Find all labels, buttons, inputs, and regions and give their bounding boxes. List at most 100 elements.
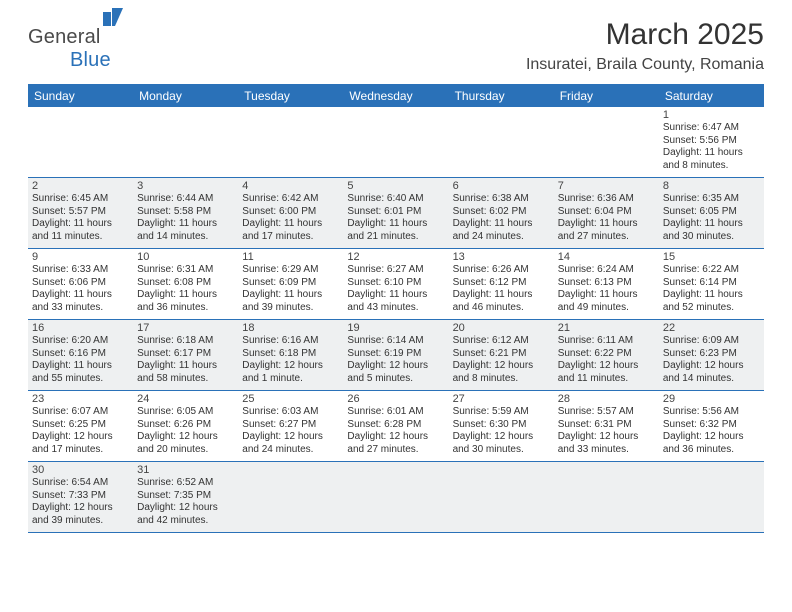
daylight-line: Daylight: 11 hours and 55 minutes. (32, 360, 129, 385)
day-cell: 30Sunrise: 6:54 AMSunset: 7:33 PMDayligh… (28, 462, 133, 532)
sunset-line: Sunset: 6:19 PM (347, 348, 444, 361)
day-cell (343, 107, 448, 177)
sunset-line: Sunset: 6:21 PM (453, 348, 550, 361)
day-number: 18 (242, 322, 339, 334)
week-row: 16Sunrise: 6:20 AMSunset: 6:16 PMDayligh… (28, 320, 764, 391)
sunrise-line: Sunrise: 6:38 AM (453, 193, 550, 206)
day-cell: 21Sunrise: 6:11 AMSunset: 6:22 PMDayligh… (554, 320, 659, 390)
day-cell (554, 462, 659, 532)
sunrise-line: Sunrise: 6:27 AM (347, 264, 444, 277)
day-cell: 31Sunrise: 6:52 AMSunset: 7:35 PMDayligh… (133, 462, 238, 532)
sunset-line: Sunset: 6:10 PM (347, 277, 444, 290)
day-number: 16 (32, 322, 129, 334)
sunset-line: Sunset: 6:09 PM (242, 277, 339, 290)
day-cell: 12Sunrise: 6:27 AMSunset: 6:10 PMDayligh… (343, 249, 448, 319)
daylight-line: Daylight: 12 hours and 17 minutes. (32, 431, 129, 456)
daylight-line: Daylight: 12 hours and 5 minutes. (347, 360, 444, 385)
day-cell: 20Sunrise: 6:12 AMSunset: 6:21 PMDayligh… (449, 320, 554, 390)
daylight-line: Daylight: 11 hours and 27 minutes. (558, 218, 655, 243)
sunset-line: Sunset: 5:57 PM (32, 206, 129, 219)
daylight-line: Daylight: 11 hours and 30 minutes. (663, 218, 760, 243)
sunrise-line: Sunrise: 6:05 AM (137, 406, 234, 419)
day-cell: 1Sunrise: 6:47 AMSunset: 5:56 PMDaylight… (659, 107, 764, 177)
sunrise-line: Sunrise: 6:07 AM (32, 406, 129, 419)
weeks-container: 1Sunrise: 6:47 AMSunset: 5:56 PMDaylight… (28, 107, 764, 533)
sunrise-line: Sunrise: 6:01 AM (347, 406, 444, 419)
dow-cell: Wednesday (343, 86, 448, 107)
sunrise-line: Sunrise: 6:45 AM (32, 193, 129, 206)
dow-cell: Sunday (28, 86, 133, 107)
title-block: March 2025 Insuratei, Braila County, Rom… (526, 18, 764, 74)
day-number: 21 (558, 322, 655, 334)
day-cell (554, 107, 659, 177)
day-cell: 11Sunrise: 6:29 AMSunset: 6:09 PMDayligh… (238, 249, 343, 319)
day-cell: 9Sunrise: 6:33 AMSunset: 6:06 PMDaylight… (28, 249, 133, 319)
sunrise-line: Sunrise: 6:24 AM (558, 264, 655, 277)
daylight-line: Daylight: 12 hours and 11 minutes. (558, 360, 655, 385)
day-number: 24 (137, 393, 234, 405)
day-cell: 4Sunrise: 6:42 AMSunset: 6:00 PMDaylight… (238, 178, 343, 248)
week-row: 1Sunrise: 6:47 AMSunset: 5:56 PMDaylight… (28, 107, 764, 178)
day-number: 13 (453, 251, 550, 263)
day-number: 27 (453, 393, 550, 405)
location-line: Insuratei, Braila County, Romania (526, 56, 764, 74)
sunset-line: Sunset: 6:28 PM (347, 419, 444, 432)
logo-word-1: General (28, 26, 101, 48)
sunrise-line: Sunrise: 5:56 AM (663, 406, 760, 419)
sunrise-line: Sunrise: 6:14 AM (347, 335, 444, 348)
sunrise-line: Sunrise: 6:36 AM (558, 193, 655, 206)
sunset-line: Sunset: 6:06 PM (32, 277, 129, 290)
sunset-line: Sunset: 6:27 PM (242, 419, 339, 432)
day-number: 30 (32, 464, 129, 476)
dow-cell: Saturday (659, 86, 764, 107)
daylight-line: Daylight: 11 hours and 39 minutes. (242, 289, 339, 314)
day-cell (238, 107, 343, 177)
calendar-grid: SundayMondayTuesdayWednesdayThursdayFrid… (28, 84, 764, 533)
day-number: 9 (32, 251, 129, 263)
day-cell: 8Sunrise: 6:35 AMSunset: 6:05 PMDaylight… (659, 178, 764, 248)
sunset-line: Sunset: 6:13 PM (558, 277, 655, 290)
day-number: 26 (347, 393, 444, 405)
sunrise-line: Sunrise: 6:44 AM (137, 193, 234, 206)
daylight-line: Daylight: 12 hours and 33 minutes. (558, 431, 655, 456)
day-cell (238, 462, 343, 532)
day-cell: 15Sunrise: 6:22 AMSunset: 6:14 PMDayligh… (659, 249, 764, 319)
logo-text: General Blue (28, 26, 129, 72)
sunset-line: Sunset: 5:58 PM (137, 206, 234, 219)
week-row: 2Sunrise: 6:45 AMSunset: 5:57 PMDaylight… (28, 178, 764, 249)
daylight-line: Daylight: 11 hours and 33 minutes. (32, 289, 129, 314)
day-number: 22 (663, 322, 760, 334)
day-cell: 7Sunrise: 6:36 AMSunset: 6:04 PMDaylight… (554, 178, 659, 248)
day-cell: 22Sunrise: 6:09 AMSunset: 6:23 PMDayligh… (659, 320, 764, 390)
dow-header-row: SundayMondayTuesdayWednesdayThursdayFrid… (28, 86, 764, 107)
daylight-line: Daylight: 12 hours and 30 minutes. (453, 431, 550, 456)
day-cell: 19Sunrise: 6:14 AMSunset: 6:19 PMDayligh… (343, 320, 448, 390)
day-cell (449, 462, 554, 532)
daylight-line: Daylight: 11 hours and 24 minutes. (453, 218, 550, 243)
day-number: 5 (347, 180, 444, 192)
sunset-line: Sunset: 6:17 PM (137, 348, 234, 361)
daylight-line: Daylight: 11 hours and 8 minutes. (663, 147, 760, 172)
daylight-line: Daylight: 11 hours and 17 minutes. (242, 218, 339, 243)
daylight-line: Daylight: 12 hours and 1 minute. (242, 360, 339, 385)
sunrise-line: Sunrise: 6:26 AM (453, 264, 550, 277)
day-number: 15 (663, 251, 760, 263)
sunrise-line: Sunrise: 6:52 AM (137, 477, 234, 490)
flag-icon (103, 8, 129, 32)
day-cell: 27Sunrise: 5:59 AMSunset: 6:30 PMDayligh… (449, 391, 554, 461)
calendar-page: General Blue March 2025 Insuratei, Brail… (0, 0, 792, 533)
day-cell (133, 107, 238, 177)
daylight-line: Daylight: 12 hours and 27 minutes. (347, 431, 444, 456)
day-cell: 13Sunrise: 6:26 AMSunset: 6:12 PMDayligh… (449, 249, 554, 319)
day-cell: 3Sunrise: 6:44 AMSunset: 5:58 PMDaylight… (133, 178, 238, 248)
daylight-line: Daylight: 11 hours and 58 minutes. (137, 360, 234, 385)
week-row: 23Sunrise: 6:07 AMSunset: 6:25 PMDayligh… (28, 391, 764, 462)
sunset-line: Sunset: 6:05 PM (663, 206, 760, 219)
sunset-line: Sunset: 6:31 PM (558, 419, 655, 432)
day-cell: 2Sunrise: 6:45 AMSunset: 5:57 PMDaylight… (28, 178, 133, 248)
day-cell: 23Sunrise: 6:07 AMSunset: 6:25 PMDayligh… (28, 391, 133, 461)
daylight-line: Daylight: 11 hours and 49 minutes. (558, 289, 655, 314)
day-cell: 18Sunrise: 6:16 AMSunset: 6:18 PMDayligh… (238, 320, 343, 390)
sunset-line: Sunset: 7:33 PM (32, 490, 129, 503)
sunrise-line: Sunrise: 6:18 AM (137, 335, 234, 348)
